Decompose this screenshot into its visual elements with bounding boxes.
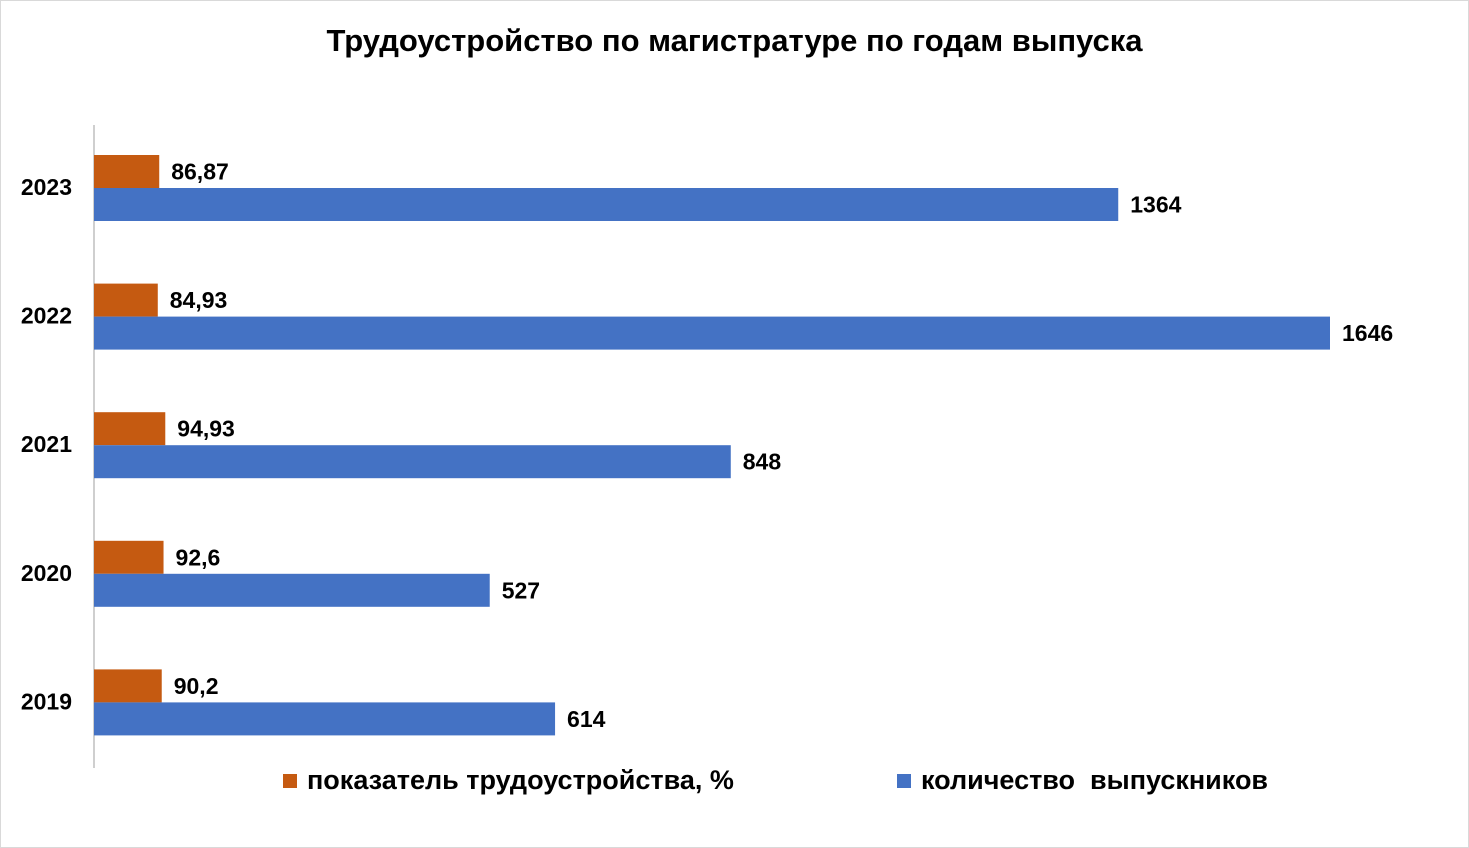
bar-graduates-count-2020 xyxy=(94,573,490,607)
category-label-2020: 2020 xyxy=(21,560,72,586)
data-label-graduates-count-2022: 1646 xyxy=(1342,320,1393,346)
legend-item-employment-rate: показатель трудоустройства, % xyxy=(283,765,734,796)
category-label-2022: 2022 xyxy=(21,303,72,329)
bar-employment-rate-2021 xyxy=(94,412,166,446)
bar-employment-rate-2023 xyxy=(94,155,160,188)
bar-graduates-count-2019 xyxy=(94,702,556,736)
bar-graduates-count-2021 xyxy=(94,445,731,479)
bar-employment-rate-2020 xyxy=(94,540,164,574)
data-label-employment-rate-2022: 84,93 xyxy=(170,287,228,313)
legend-swatch-graduates-count xyxy=(897,773,911,788)
data-label-employment-rate-2023: 86,87 xyxy=(171,159,229,185)
bar-employment-rate-2019 xyxy=(94,669,162,703)
bar-graduates-count-2022 xyxy=(94,316,1330,350)
bar-employment-rate-2022 xyxy=(94,283,158,317)
legend-label-graduates-count: количество выпускников xyxy=(921,765,1269,795)
legend-swatch-employment-rate xyxy=(283,773,297,788)
data-label-graduates-count-2021: 848 xyxy=(743,449,782,475)
chart-title: Трудоустройство по магистратуре по годам… xyxy=(326,23,1143,58)
category-label-2021: 2021 xyxy=(21,431,72,457)
data-label-employment-rate-2020: 92,6 xyxy=(176,544,221,570)
legend: показатель трудоустройства, % количество… xyxy=(1,765,1468,805)
legend-item-graduates-count: количество выпускников xyxy=(897,765,1268,796)
data-label-graduates-count-2019: 614 xyxy=(567,706,606,732)
data-label-employment-rate-2021: 94,93 xyxy=(177,416,235,442)
data-label-graduates-count-2020: 527 xyxy=(502,577,540,603)
category-label-2023: 2023 xyxy=(21,174,72,200)
data-label-graduates-count-2023: 1364 xyxy=(1130,192,1181,218)
category-label-2019: 2019 xyxy=(21,688,72,714)
bar-graduates-count-2023 xyxy=(94,188,1119,221)
data-label-employment-rate-2019: 90,2 xyxy=(174,673,219,699)
legend-label-employment-rate: показатель трудоустройства, % xyxy=(307,765,734,795)
